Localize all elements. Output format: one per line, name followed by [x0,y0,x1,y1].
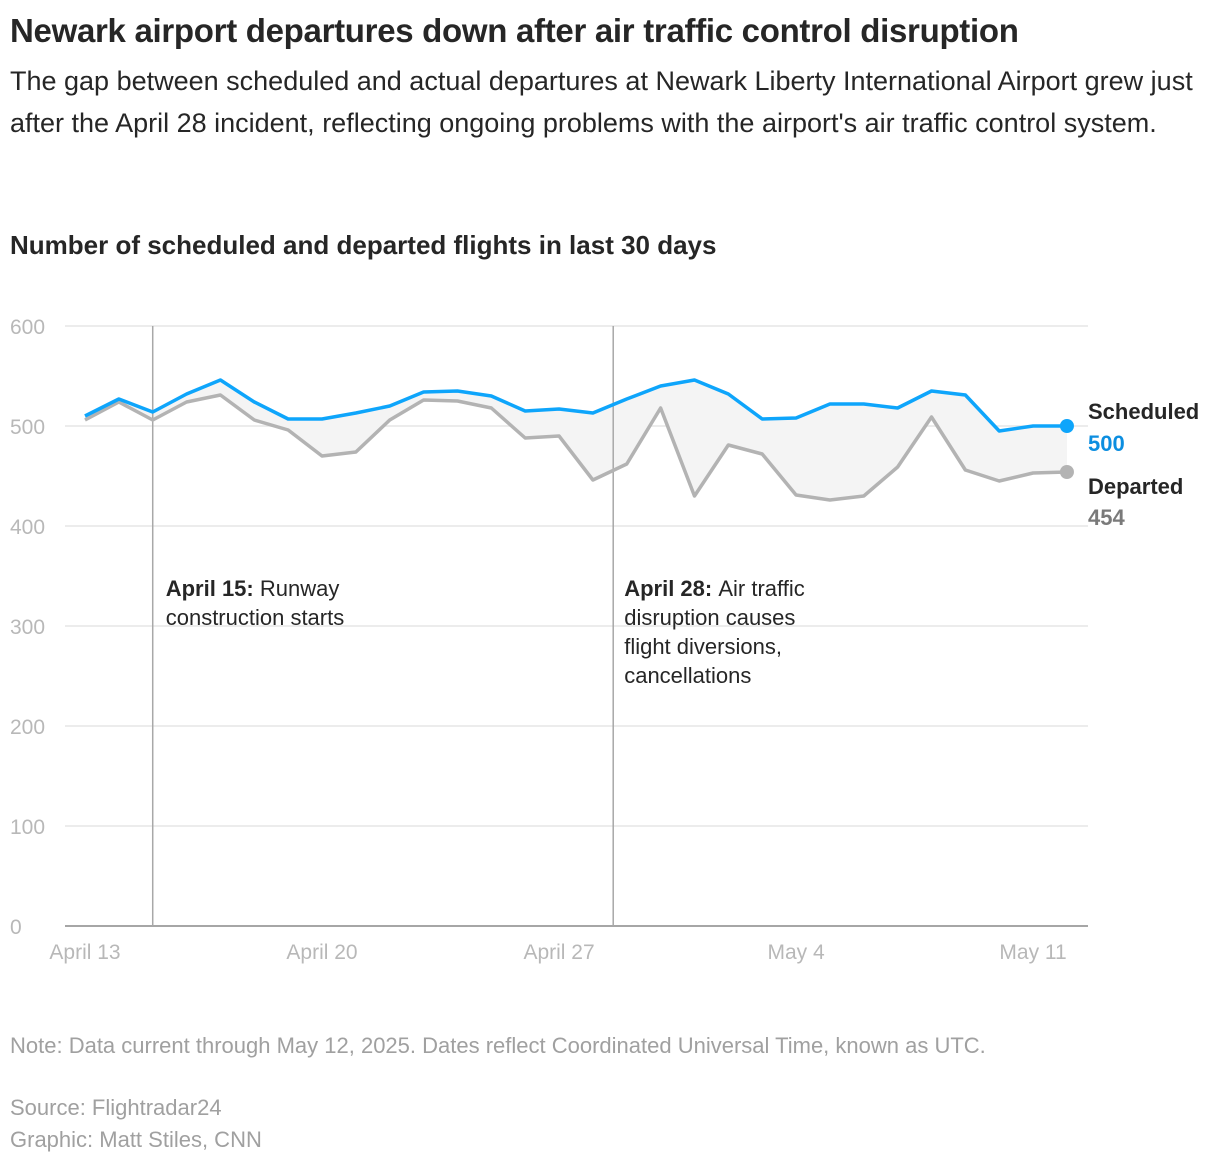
y-tick-label: 0 [10,916,22,939]
legend-scheduled: Scheduled [1088,399,1199,424]
data-point [1059,419,1074,433]
x-tick-label: May 4 [767,941,825,964]
chart-heading: Number of scheduled and departed flights… [10,230,717,260]
x-tick-label: May 11 [999,941,1066,964]
credit: Graphic: Matt Stiles, CNN [10,1127,262,1152]
y-tick-label: 400 [10,516,45,539]
gap-area [85,380,1067,500]
annotation-text: April 28: Air traffic disruption causes fl… [624,576,805,688]
series-line-scheduled [84,378,1067,433]
line-chart: 0 100 200 300 400 500 600 April 13 April 20 April… [10,316,1199,964]
value-label-departed: 454 [1088,505,1125,530]
y-tick-label: 300 [10,616,45,639]
chart-title: Newark airport departures down after air… [10,12,1019,49]
chart-subtitle: The gap between scheduled and actual dep… [10,66,1193,138]
x-tick-label: April 20 [286,941,357,964]
source: Source: Flightradar24 [10,1095,222,1120]
note: Note: Data current through May 12, 2025.… [10,1033,986,1058]
y-tick-label: 200 [10,716,45,739]
x-tick-label: April 27 [523,941,594,964]
annotation-text: April 15: Runway construction starts [166,576,345,630]
legend-departed: Departed [1088,474,1183,499]
y-tick-label: 600 [10,316,45,339]
data-point [1059,465,1074,479]
x-tick-label: April 13 [49,941,120,964]
series-line-departed [84,393,1067,502]
y-tick-label: 500 [10,416,45,439]
value-label-scheduled: 500 [1088,431,1125,456]
y-tick-label: 100 [10,816,45,839]
